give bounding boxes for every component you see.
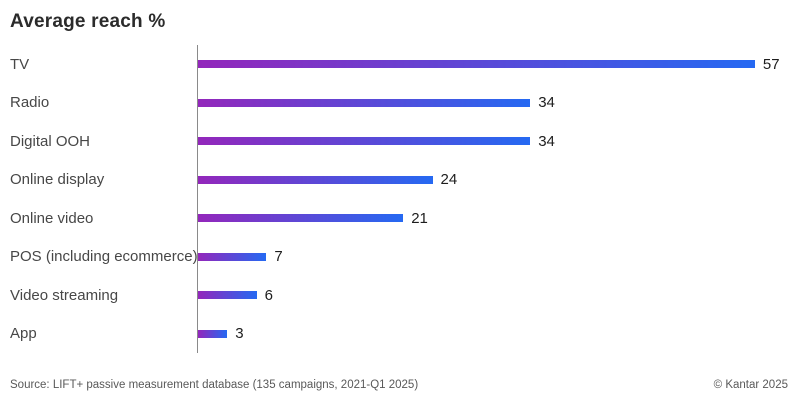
category-label: POS (including ecommerce) (10, 248, 197, 266)
bar (198, 175, 433, 184)
category-label: TV (10, 55, 30, 73)
chart-row: App 3 (0, 314, 800, 353)
chart-row: TV 57 (0, 45, 800, 84)
bar (198, 98, 531, 107)
value-label: 21 (411, 209, 428, 227)
bar (198, 252, 267, 261)
value-label: 6 (264, 286, 273, 304)
bar (198, 137, 531, 146)
value-label: 7 (274, 248, 283, 266)
bar-track: 6 (197, 276, 800, 315)
category-label: Radio (10, 94, 50, 112)
bar-track: 57 (197, 45, 800, 84)
category-label: Online display (10, 171, 105, 189)
bar-track: 34 (197, 83, 800, 122)
chart-row: POS (including ecommerce) 7 (0, 237, 800, 276)
bar-track: 34 (197, 122, 800, 161)
footer: Source: LIFT+ passive measurement databa… (10, 379, 788, 391)
chart-title: Average reach % (10, 11, 166, 32)
bar-track: 21 (197, 199, 800, 238)
chart-row: Online video 21 (0, 199, 800, 238)
copyright-note: © Kantar 2025 (713, 379, 788, 391)
source-note: Source: LIFT+ passive measurement databa… (10, 379, 419, 391)
category-label: Video streaming (10, 286, 119, 304)
bar (198, 60, 755, 69)
value-label: 57 (762, 55, 780, 73)
value-label: 24 (440, 171, 458, 189)
chart-row: Digital OOH 34 (0, 122, 800, 161)
value-label: 3 (235, 325, 244, 343)
bar-track: 3 (197, 314, 800, 353)
bar (198, 291, 257, 300)
value-label: 34 (538, 94, 555, 112)
category-label: Online video (10, 209, 94, 227)
bar (198, 329, 228, 338)
bar (198, 214, 404, 223)
chart-row: Video streaming 6 (0, 276, 800, 315)
chart-row: Online display 24 (0, 160, 800, 199)
bar-track: 7 (197, 237, 800, 276)
bar-chart: TV 57 Radio 34 Digital OOH 34 Online dis… (0, 45, 800, 353)
category-label: Digital OOH (10, 132, 91, 150)
chart-row: Radio 34 (0, 83, 800, 122)
value-label: 34 (538, 132, 555, 150)
bar-track: 24 (197, 160, 800, 199)
category-label: App (10, 325, 37, 343)
